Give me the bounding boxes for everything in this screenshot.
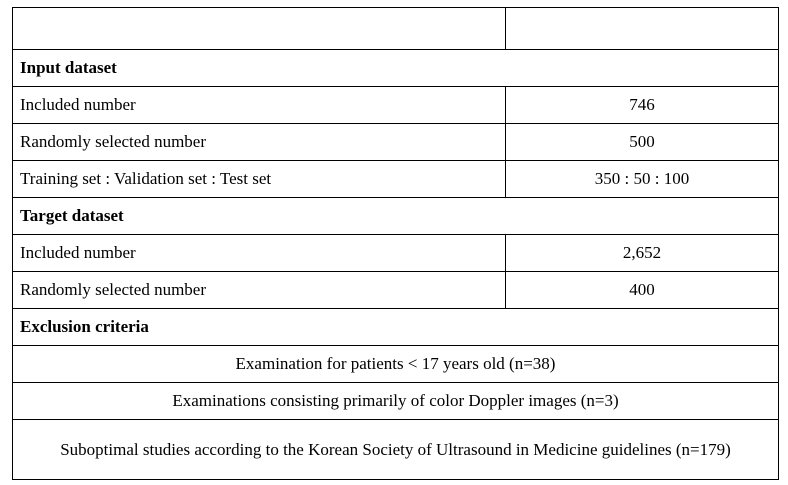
row-label: Included number <box>12 86 506 124</box>
section-row-target-dataset: Target dataset <box>12 197 779 235</box>
row-label: Randomly selected number <box>12 123 506 161</box>
row-value: 400 <box>505 271 779 309</box>
table-row: Randomly selected number 400 <box>12 271 779 309</box>
row-value: 746 <box>505 86 779 124</box>
table-row: Training set : Validation set : Test set… <box>12 160 779 198</box>
section-row-input-dataset: Input dataset <box>12 49 779 87</box>
row-label: Training set : Validation set : Test set <box>12 160 506 198</box>
exclusion-item: Suboptimal studies according to the Kore… <box>12 419 779 480</box>
table-row: Randomly selected number 500 <box>12 123 779 161</box>
header-row <box>12 7 779 50</box>
row-label: Included number <box>12 234 506 272</box>
row-value: 500 <box>505 123 779 161</box>
section-row-exclusion-criteria: Exclusion criteria <box>12 308 779 346</box>
exclusion-row: Examinations consisting primarily of col… <box>12 382 779 420</box>
row-label: Randomly selected number <box>12 271 506 309</box>
section-title-exclusion-criteria: Exclusion criteria <box>12 308 779 346</box>
exclusion-row: Suboptimal studies according to the Kore… <box>12 419 779 480</box>
row-value: 350 : 50 : 100 <box>505 160 779 198</box>
section-title-input-dataset: Input dataset <box>12 49 779 87</box>
exclusion-item: Examination for patients < 17 years old … <box>12 345 779 383</box>
row-value: 2,652 <box>505 234 779 272</box>
dataset-table: Input dataset Included number 746 Random… <box>12 7 779 480</box>
table-row: Included number 746 <box>12 86 779 124</box>
exclusion-item: Examinations consisting primarily of col… <box>12 382 779 420</box>
exclusion-row: Examination for patients < 17 years old … <box>12 345 779 383</box>
header-cell-left <box>12 7 506 50</box>
section-title-target-dataset: Target dataset <box>12 197 779 235</box>
table-row: Included number 2,652 <box>12 234 779 272</box>
header-cell-right <box>505 7 779 50</box>
